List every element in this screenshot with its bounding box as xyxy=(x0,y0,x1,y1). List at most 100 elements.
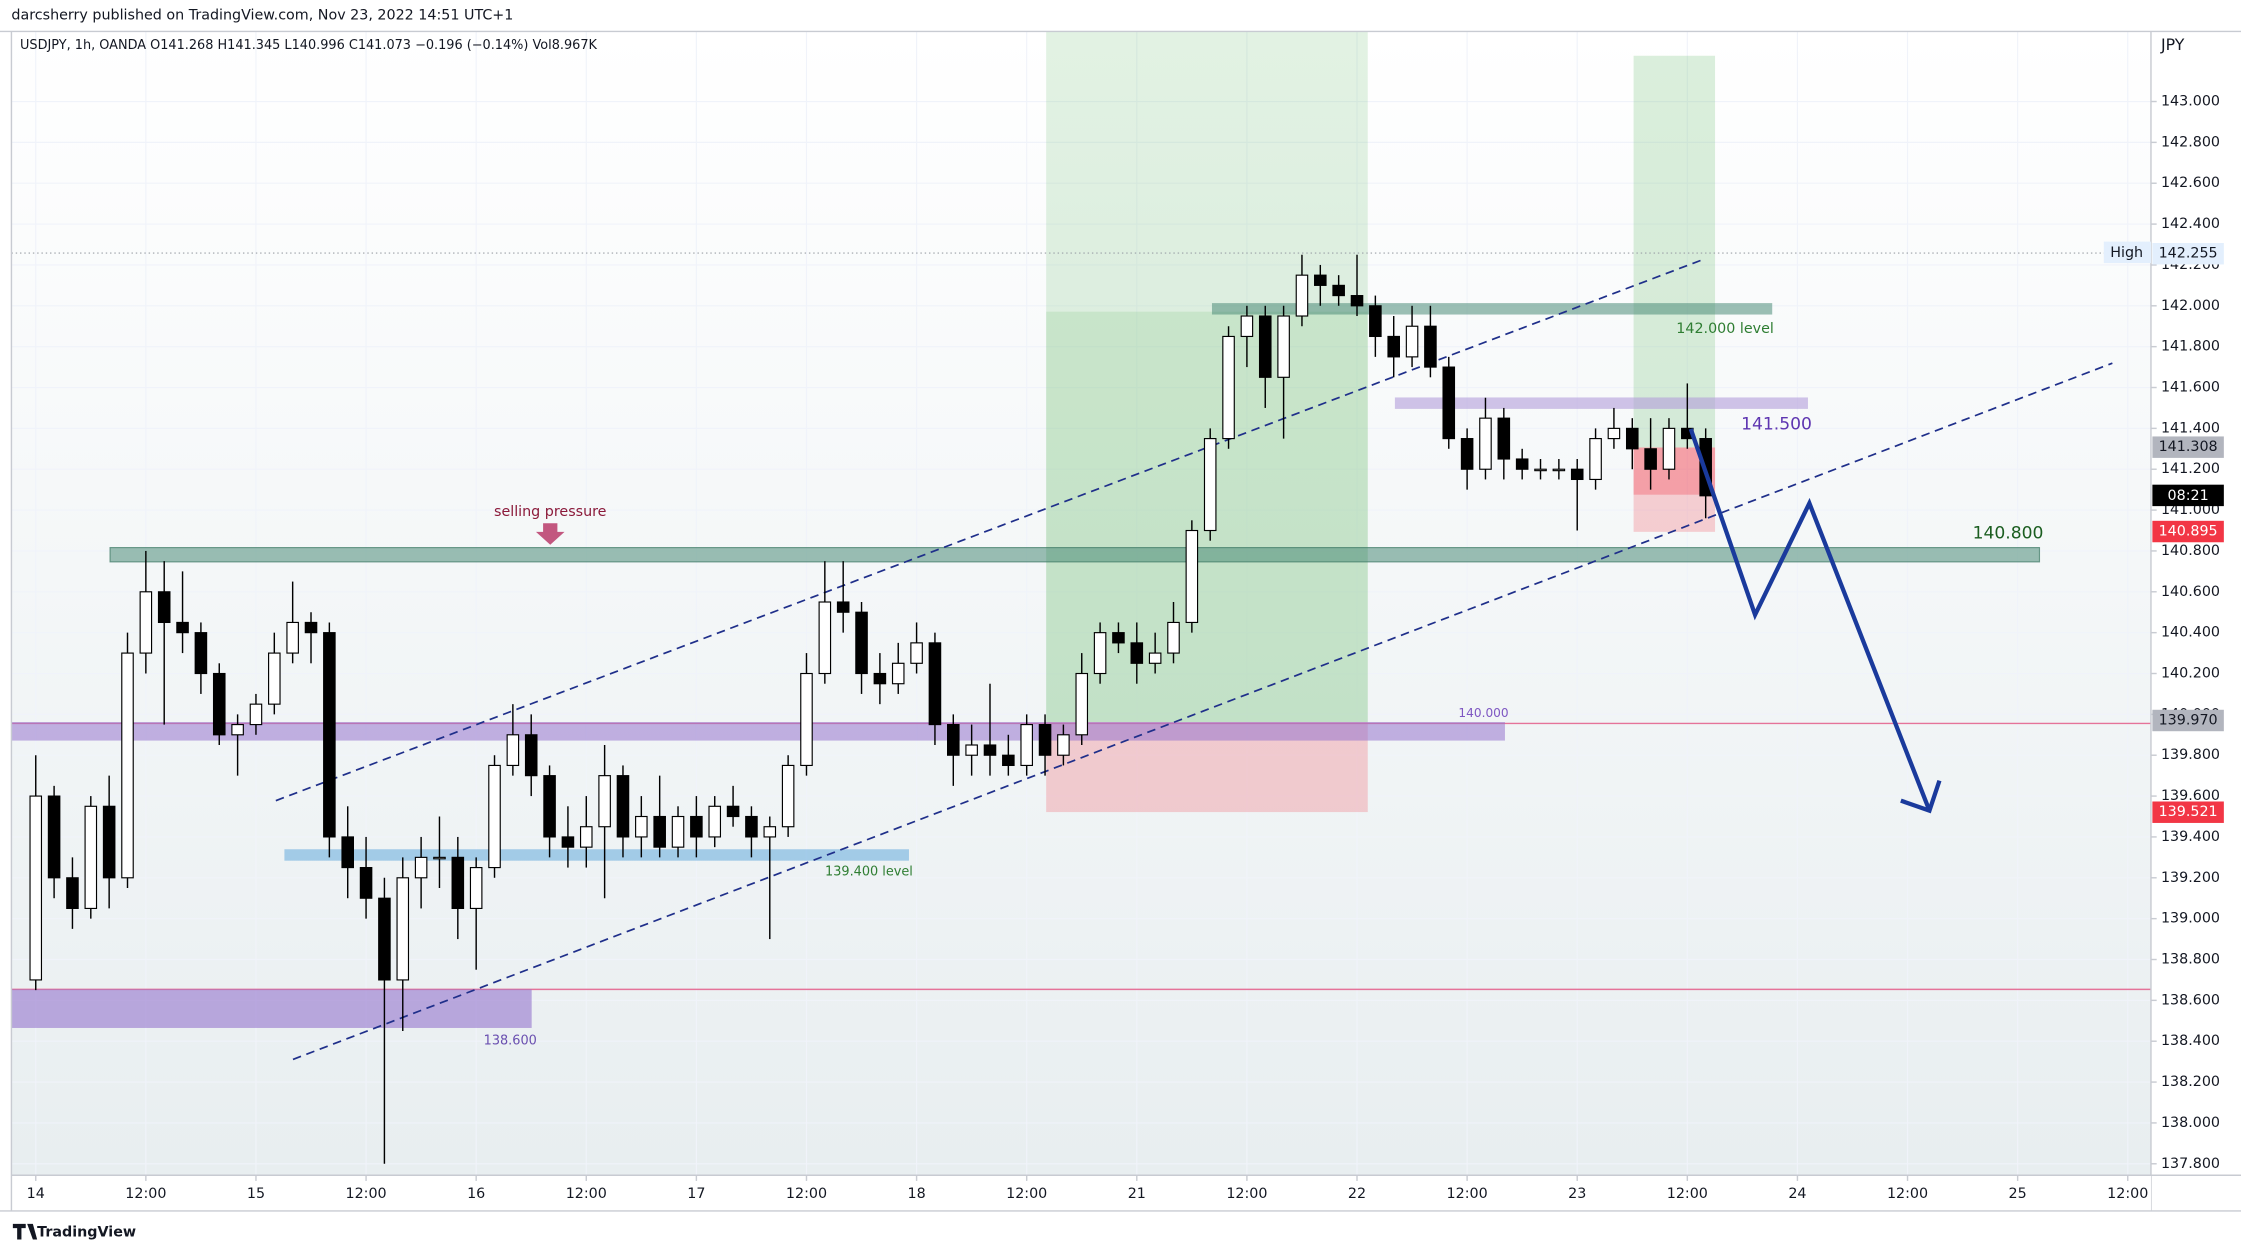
candle-body xyxy=(781,764,795,828)
x-tick-label: 17 xyxy=(687,1186,705,1202)
x-tick-label: 24 xyxy=(1788,1186,1806,1202)
candle-body xyxy=(1332,284,1345,297)
candle-body xyxy=(763,826,777,838)
position-target xyxy=(1633,55,1716,448)
candle-body xyxy=(745,815,758,838)
candle-body xyxy=(249,703,263,726)
price-tag-label: 139.970 xyxy=(2159,712,2218,728)
candle-body xyxy=(1625,427,1639,450)
candle-body xyxy=(341,836,355,869)
candle-body xyxy=(1607,427,1621,440)
price-tag-label: 139.521 xyxy=(2159,804,2218,820)
candle-body xyxy=(1570,468,1584,481)
plot-area xyxy=(11,31,2151,1176)
candle-body xyxy=(579,826,593,848)
y-tick-label: 142.000 xyxy=(2161,298,2220,314)
candle-body xyxy=(1442,366,1456,440)
high-label: High xyxy=(2110,245,2143,261)
candle-body xyxy=(396,877,410,981)
y-tick-label: 139.200 xyxy=(2161,870,2220,886)
candle-body xyxy=(1148,652,1162,664)
axes: 137.800 138.000 138.200 138.400 138.600 138.8… xyxy=(27,94,2224,1202)
candle-body xyxy=(1222,335,1235,440)
candle-body xyxy=(1589,438,1602,481)
candle-body xyxy=(598,775,611,828)
candle-body xyxy=(1112,632,1125,644)
price-tag xyxy=(2152,520,2224,543)
candle-body xyxy=(469,867,483,910)
candle-body xyxy=(726,805,740,818)
projection-arrow xyxy=(1688,428,1932,812)
header: darcsherry published on TradingView.com,… xyxy=(11,8,513,24)
x-tick-label: 12:00 xyxy=(1887,1186,1928,1202)
x-tick-label: 18 xyxy=(907,1186,925,1202)
candle-body xyxy=(1460,438,1474,470)
x-tick-label: 12:00 xyxy=(1226,1186,1267,1202)
candle-body xyxy=(1167,621,1180,654)
y-tick-label: 140.400 xyxy=(2161,625,2220,641)
y-tick-label: 139.800 xyxy=(2161,747,2220,763)
candle-body xyxy=(1093,632,1107,675)
y-tick-label: 141.200 xyxy=(2161,461,2220,477)
candle-body xyxy=(84,805,98,910)
candle-body xyxy=(1479,417,1492,470)
candle-body xyxy=(1130,642,1144,664)
candle-body xyxy=(1424,325,1437,368)
time-axis xyxy=(11,1175,2151,1211)
x-tick-label: 12:00 xyxy=(566,1186,607,1202)
y-tick-label: 140.800 xyxy=(2161,543,2220,559)
y-tick-label: 142.400 xyxy=(2161,216,2220,232)
candle-body xyxy=(378,897,391,981)
y-tick-label: 142.800 xyxy=(2161,134,2220,150)
x-tick-label: 25 xyxy=(2009,1186,2027,1202)
annotation: 142.000 level xyxy=(1676,321,1774,337)
candle-body xyxy=(800,672,813,767)
price-tag xyxy=(2152,242,2224,265)
candle-body xyxy=(176,621,189,634)
annotation: 139.400 level xyxy=(825,865,913,880)
candle-body xyxy=(910,642,923,664)
price-tag xyxy=(2152,709,2224,732)
candle-body xyxy=(1020,724,1033,767)
candle-body xyxy=(1002,754,1015,767)
y-tick-label: 140.200 xyxy=(2161,666,2220,682)
annotation: 138.600 xyxy=(484,1033,537,1048)
candle-body xyxy=(212,672,226,736)
candle-body xyxy=(561,836,575,848)
candle-body xyxy=(947,724,960,756)
x-tick-label: 12:00 xyxy=(2107,1186,2148,1202)
y-tick-label: 142.600 xyxy=(2161,175,2220,191)
candle-body xyxy=(414,856,428,879)
x-tick-label: 14 xyxy=(27,1186,45,1202)
candle-body xyxy=(818,601,832,675)
candle-body xyxy=(965,744,978,756)
footer: TradingView xyxy=(37,1224,136,1240)
candle-body xyxy=(102,805,116,879)
y-tick-label: 138.800 xyxy=(2161,952,2220,968)
x-tick-label: 12:00 xyxy=(786,1186,827,1202)
candle-body xyxy=(635,815,648,838)
candle-body xyxy=(1350,295,1364,307)
candle-body xyxy=(983,744,997,756)
candle-body xyxy=(1497,417,1511,460)
candle-body xyxy=(653,815,666,848)
y-tick-label: 138.000 xyxy=(2161,1115,2220,1131)
countdown-box xyxy=(2152,484,2224,507)
annotation: 140.800 xyxy=(1973,523,2044,543)
annotation: 141.500 xyxy=(1741,415,1812,435)
candle-body xyxy=(1314,274,1327,286)
candle-body xyxy=(506,734,520,767)
price-tag-label: 141.308 xyxy=(2159,439,2218,455)
y-tick-label: 141.400 xyxy=(2161,420,2220,436)
x-tick-label: 22 xyxy=(1348,1186,1366,1202)
candle-body xyxy=(524,734,538,777)
candle-body xyxy=(873,672,887,685)
candle-body xyxy=(451,856,465,910)
candle-body xyxy=(543,775,556,838)
y-tick-label: 139.600 xyxy=(2161,788,2220,804)
candle-body xyxy=(1369,305,1382,338)
candle-body xyxy=(1662,427,1676,470)
candle-body xyxy=(891,662,905,685)
x-tick-label: 16 xyxy=(467,1186,485,1202)
